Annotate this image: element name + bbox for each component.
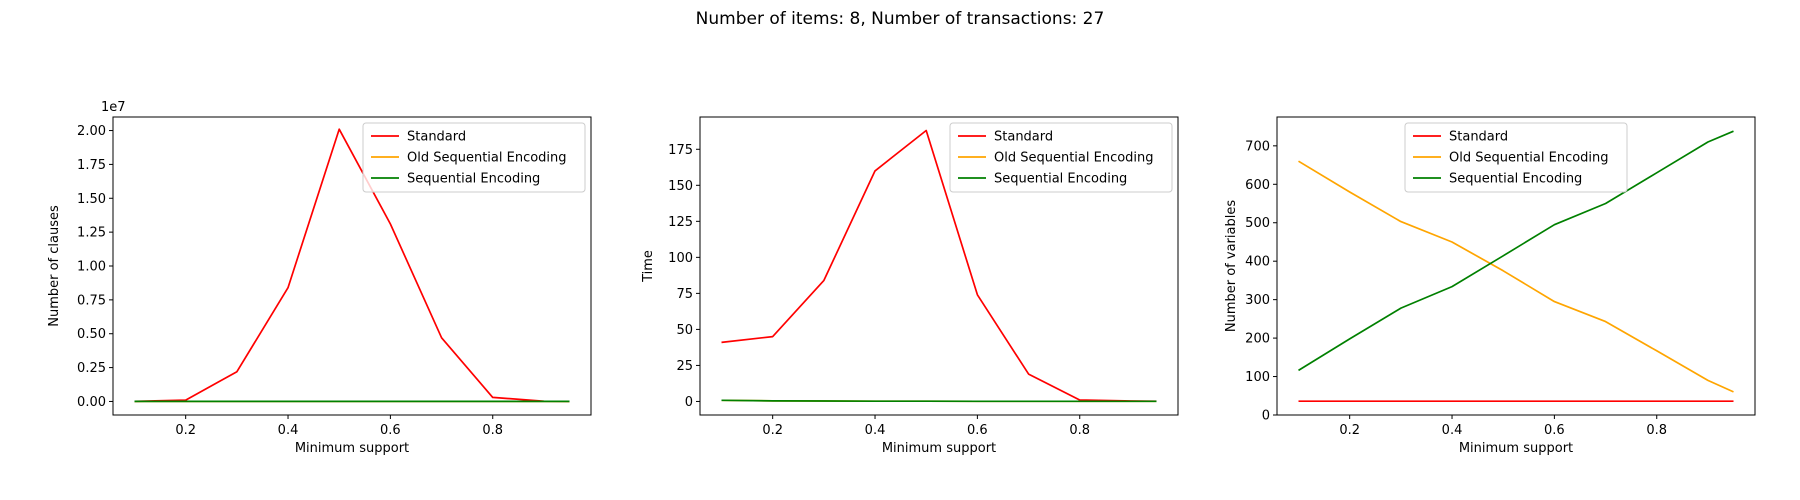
x-tick-label: 0.2 (762, 423, 783, 438)
legend-label: Standard (1449, 130, 1508, 145)
series-lines (1298, 130, 1734, 403)
y-tick-label: 75 (676, 287, 693, 302)
y-tick-label: 125 (668, 215, 693, 230)
y-tick-label: 1.25 (77, 226, 106, 241)
axes-frame (1276, 116, 1756, 416)
y-tick-label: 600 (1245, 178, 1270, 193)
y-axis-label: Number of clauses (47, 205, 62, 327)
legend-label: Old Sequential Encoding (407, 151, 567, 166)
x-tick-label: 0.6 (1544, 423, 1565, 438)
subplot-3: 0.2 0.4 0.6 0.8 0 100 200 300 400 500 600 700 Minimu… (1224, 116, 1756, 456)
legend-label: Old Sequential Encoding (994, 151, 1154, 166)
y-tick-label: 0 (1262, 409, 1270, 424)
y-tick-label: 25 (676, 359, 693, 374)
legend-box (362, 122, 586, 193)
series-lines (721, 129, 1157, 403)
x-axis-label: Minimum support (295, 441, 409, 456)
y-tick-label: 175 (668, 143, 693, 158)
y-tick-label: 0.50 (77, 327, 106, 342)
legend-label: Sequential Encoding (1449, 172, 1582, 187)
legend-label: Sequential Encoding (407, 172, 540, 187)
x-tick-label: 0.4 (278, 423, 299, 438)
y-tick-label: 1.00 (77, 260, 106, 275)
subplot-1: 0.2 0.4 0.6 0.8 0.00 0.25 0.50 0.75 1.00 1.25 1.50… (47, 100, 592, 456)
y-axis-label: Time (641, 250, 656, 283)
series-line-old-sequential-encoding (1298, 160, 1734, 393)
y-tick-label: 150 (668, 179, 693, 194)
y-tick-label: 100 (1245, 370, 1270, 385)
x-axis-label: Minimum support (882, 441, 996, 456)
figure-title: Number of items: 8, Number of transactio… (696, 9, 1105, 29)
x-tick-label: 0.4 (1442, 423, 1463, 438)
axes-frame (699, 116, 1179, 416)
y-tick-label: 200 (1245, 332, 1270, 347)
y-tick-label: 500 (1245, 216, 1270, 231)
y-tick-label: 1.75 (77, 158, 106, 173)
x-tick-label: 0.8 (1646, 423, 1667, 438)
y-tick-label: 0.25 (77, 361, 106, 376)
y-axis-label: Number of variables (1224, 200, 1239, 332)
y-tick-label: 50 (676, 323, 693, 338)
x-tick-label: 0.4 (865, 423, 886, 438)
y-tick-label: 0.00 (77, 395, 106, 410)
legend-label: Standard (407, 130, 466, 145)
subplot-2: 0.2 0.4 0.6 0.8 0 25 50 75 100 125 150 175 Minimum s… (641, 116, 1179, 456)
y-tick-label: 100 (668, 251, 693, 266)
series-line-sequential-encoding (721, 399, 1157, 403)
legend: Standard Old Sequential Encoding Sequentia… (362, 122, 586, 193)
subplots: 0.2 0.4 0.6 0.8 0.00 0.25 0.50 0.75 1.00 1.25 1.50… (47, 100, 1756, 456)
legend: Standard Old Sequential Encoding Sequentia… (949, 122, 1173, 193)
legend-box (1404, 122, 1628, 193)
y-tick-label: 2.00 (77, 124, 106, 139)
legend: Standard Old Sequential Encoding Sequentia… (1404, 122, 1628, 193)
x-tick-label: 0.6 (380, 423, 401, 438)
y-tick-label: 0 (685, 395, 693, 410)
x-tick-label: 0.8 (1069, 423, 1090, 438)
y-offset-text: 1e7 (101, 100, 126, 115)
series-line-sequential-encoding (1298, 130, 1734, 372)
y-tick-label: 300 (1245, 293, 1270, 308)
legend-box (949, 122, 1173, 193)
legend-label: Sequential Encoding (994, 172, 1127, 187)
legend-label: Standard (994, 130, 1053, 145)
y-tick-label: 0.75 (77, 293, 106, 308)
x-tick-label: 0.2 (175, 423, 196, 438)
x-tick-label: 0.2 (1339, 423, 1360, 438)
legend-label: Old Sequential Encoding (1449, 151, 1609, 166)
y-tick-label: 400 (1245, 255, 1270, 270)
x-tick-label: 0.6 (967, 423, 988, 438)
y-tick-label: 1.50 (77, 192, 106, 207)
y-tick-label: 700 (1245, 139, 1270, 154)
x-axis-label: Minimum support (1459, 441, 1573, 456)
x-tick-label: 0.8 (482, 423, 503, 438)
